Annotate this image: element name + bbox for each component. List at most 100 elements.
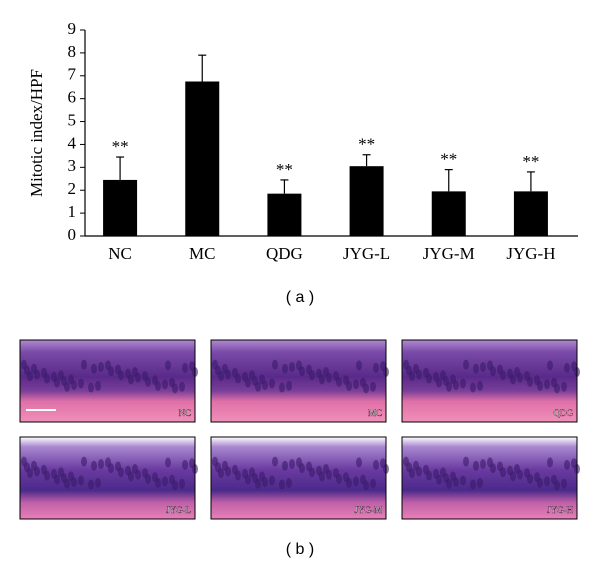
image-label: JYG-M	[354, 505, 382, 515]
nucleus	[128, 471, 134, 482]
nucleus	[370, 478, 376, 489]
nucleus	[453, 477, 459, 488]
y-tick-label: 4	[68, 133, 77, 152]
nucleus	[71, 380, 77, 391]
nucleus	[416, 369, 422, 380]
nucleus	[34, 466, 40, 477]
y-tick-label: 6	[68, 88, 77, 107]
x-tick-label: NC	[108, 244, 132, 263]
nucleus	[346, 477, 352, 488]
nucleus	[78, 475, 84, 486]
y-tick-label: 9	[68, 19, 77, 38]
y-tick-label: 3	[68, 156, 77, 175]
nucleus	[172, 383, 178, 394]
histology-image: JYG-H	[401, 436, 580, 520]
nucleus	[44, 373, 50, 384]
y-tick-label: 0	[68, 225, 77, 244]
nucleus	[245, 377, 251, 388]
nucleus	[64, 478, 70, 489]
histology-image: JYG-M	[210, 436, 389, 520]
nucleus	[44, 470, 50, 481]
nucleus	[155, 477, 161, 488]
image-label: MC	[368, 408, 382, 418]
nucleus	[218, 468, 224, 479]
x-tick-label: JYG-H	[506, 244, 555, 263]
nucleus	[319, 471, 325, 482]
nucleus	[279, 382, 285, 393]
nucleus	[262, 380, 268, 391]
y-tick-label: 7	[68, 65, 77, 84]
nucleus	[470, 479, 476, 490]
image-label: JYG-H	[547, 505, 573, 515]
nucleus	[262, 477, 268, 488]
nucleus	[547, 360, 553, 371]
bar	[349, 166, 384, 236]
y-tick-label: 2	[68, 179, 77, 198]
nucleus	[446, 381, 452, 392]
nucleus	[336, 376, 342, 387]
nucleus	[34, 369, 40, 380]
nucleus	[135, 372, 141, 383]
nucleus	[373, 362, 379, 373]
nucleus	[91, 363, 97, 374]
nucleus	[500, 467, 506, 478]
nucleus	[299, 463, 305, 474]
nucleus	[353, 379, 359, 390]
nucleus	[279, 479, 285, 490]
nucleus	[346, 380, 352, 391]
nucleus	[286, 477, 292, 488]
nucleus	[289, 362, 295, 373]
nucleus	[537, 380, 543, 391]
bar	[103, 179, 138, 236]
nucleus	[500, 370, 506, 381]
significance-label: **	[276, 160, 293, 179]
nucleus	[517, 469, 523, 480]
x-tick-label: JYG-M	[423, 244, 475, 263]
nucleus	[480, 459, 486, 470]
nucleus	[179, 478, 185, 489]
frame	[401, 436, 578, 520]
histology-image: NC	[19, 339, 198, 423]
significance-label: **	[112, 137, 129, 156]
nucleus	[409, 468, 415, 479]
nucleus	[527, 376, 533, 387]
nucleus	[182, 459, 188, 470]
nucleus	[91, 460, 97, 471]
nucleus	[353, 476, 359, 487]
nucleus	[470, 382, 476, 393]
nucleus	[108, 463, 114, 474]
nucleus	[436, 377, 442, 388]
nucleus	[453, 380, 459, 391]
nucleus	[326, 469, 332, 480]
nucleus	[88, 479, 94, 490]
nucleus	[172, 480, 178, 491]
nucleus	[98, 459, 104, 470]
nucleus	[480, 362, 486, 373]
nucleus	[225, 369, 231, 380]
nucleus	[326, 372, 332, 383]
nucleus	[145, 473, 151, 484]
significance-label: **	[440, 150, 457, 169]
nucleus	[299, 366, 305, 377]
nucleus	[81, 359, 87, 370]
nucleus	[165, 360, 171, 371]
nucleus	[446, 478, 452, 489]
nucleus	[537, 477, 543, 488]
nucleus	[54, 474, 60, 485]
nucleus	[554, 383, 560, 394]
nucleus	[286, 380, 292, 391]
histology-image: JYG-L	[19, 436, 198, 520]
y-axis-label: Mitotic index/HPF	[27, 69, 46, 197]
nucleus	[436, 474, 442, 485]
nucleus	[182, 362, 188, 373]
nucleus	[78, 378, 84, 389]
nucleus	[118, 467, 124, 478]
panel-b-label: ( b )	[286, 541, 314, 558]
nucleus	[490, 463, 496, 474]
nucleus	[118, 370, 124, 381]
nucleus	[561, 478, 567, 489]
nucleus	[255, 478, 261, 489]
image-label: NC	[178, 408, 191, 418]
nucleus	[490, 366, 496, 377]
